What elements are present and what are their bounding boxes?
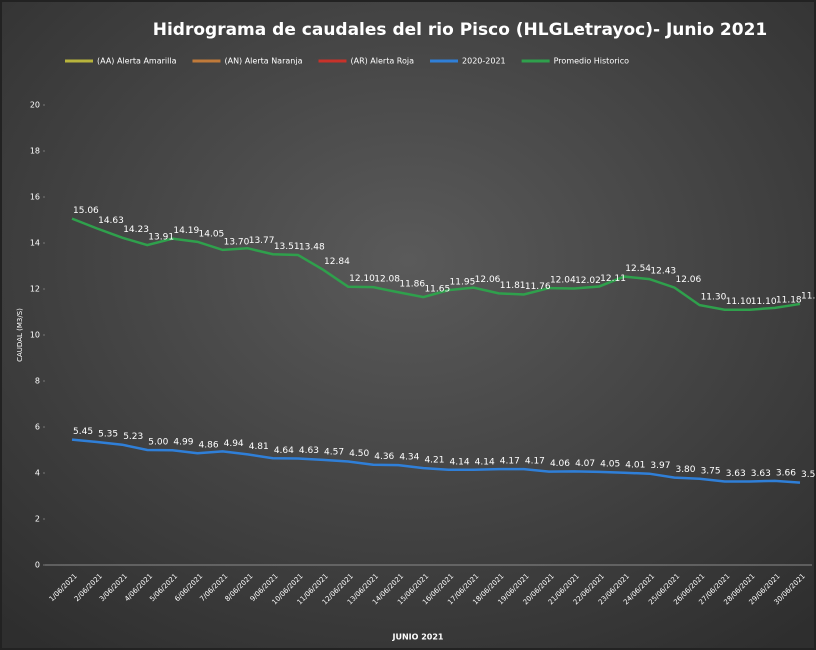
data-label: 4.50 [349,449,369,459]
data-label: 4.17 [500,457,520,467]
data-label: 11.30 [701,293,727,303]
data-label: 12.08 [374,275,400,285]
data-label: 4.01 [625,460,645,470]
y-tick-label: 2 [35,515,40,524]
data-label: 11.95 [450,278,476,288]
data-label: 13.77 [249,236,275,246]
data-label: 11.86 [399,280,425,290]
data-label: 14.63 [98,216,124,226]
data-label: 4.17 [525,457,545,467]
data-label: 13.91 [148,233,174,243]
data-label: 12.54 [625,264,651,274]
data-label: 4.57 [324,447,344,457]
data-label: 4.34 [399,453,419,463]
data-label: 12.43 [650,267,676,277]
legend-label: (AA) Alerta Amarilla [97,57,177,66]
y-tick-label: 14 [30,239,40,248]
data-label: 4.06 [550,459,570,469]
data-label: 14.05 [199,229,225,239]
data-label: 12.04 [550,276,576,286]
y-tick-label: 20 [30,101,40,110]
data-label: 3.63 [751,469,771,479]
data-label: 5.45 [73,427,93,437]
data-label: 14.23 [123,225,149,235]
data-label: 3.63 [726,469,746,479]
legend-label: Promedio Historico [554,57,629,66]
legend-label: 2020-2021 [462,57,506,66]
data-label: 15.06 [73,206,99,216]
data-label: 5.23 [123,432,143,442]
x-axis-label: JUNIO 2021 [392,633,444,642]
series-line [71,438,801,484]
data-label: 12.02 [575,276,601,286]
data-label: 4.64 [274,446,294,456]
data-label: 4.63 [299,446,319,456]
data-label: 3.97 [650,461,670,471]
data-label: 4.21 [424,456,444,466]
data-label: 11.10 [751,297,777,307]
data-label: 13.70 [224,237,250,247]
data-label: 3.66 [776,468,796,478]
data-label: 11.35 [801,291,816,301]
data-label: 12.06 [475,275,501,285]
data-label: 4.05 [600,459,620,469]
data-label: 3.80 [675,465,695,475]
data-label: 13.48 [299,242,325,252]
y-axis-label: CAUDAL (M3/S) [16,308,24,362]
data-label: 4.86 [199,441,219,451]
data-label: 4.36 [374,452,394,462]
y-tick-label: 8 [35,377,40,386]
data-label: 11.76 [525,282,551,292]
data-label: 12.10 [349,274,375,284]
y-tick-label: 0 [35,561,40,570]
data-label: 11.18 [776,295,802,305]
data-label: 13.51 [274,242,300,252]
data-label: 3.75 [701,466,721,476]
data-label: 12.84 [324,257,350,267]
data-label: 11.81 [500,281,526,291]
data-label: 4.14 [475,457,495,467]
data-label: 11.65 [424,285,450,295]
data-label: 5.35 [98,429,118,439]
y-tick-label: 18 [30,147,40,156]
data-label: 12.11 [600,274,626,284]
legend-label: (AR) Alerta Roja [350,57,414,66]
y-tick-label: 4 [35,469,40,478]
series-line [71,217,801,311]
y-tick-label: 10 [30,331,40,340]
data-label: 14.19 [173,226,199,236]
data-label: 5.00 [148,438,168,448]
legend-label: (AN) Alerta Naranja [224,57,302,66]
y-tick-label: 6 [35,423,40,432]
data-label: 4.07 [575,459,595,469]
data-label: 4.94 [224,439,244,449]
y-tick-label: 16 [30,193,40,202]
data-label: 12.06 [675,275,701,285]
data-label: 4.14 [450,457,470,467]
data-label: 4.81 [249,442,269,452]
data-label: 4.99 [173,438,193,448]
data-label: 11.10 [726,297,752,307]
chart-title: Hidrograma de caudales del rio Pisco (HL… [153,20,768,40]
y-tick-label: 12 [30,285,40,294]
data-label: 3.58 [801,470,816,480]
